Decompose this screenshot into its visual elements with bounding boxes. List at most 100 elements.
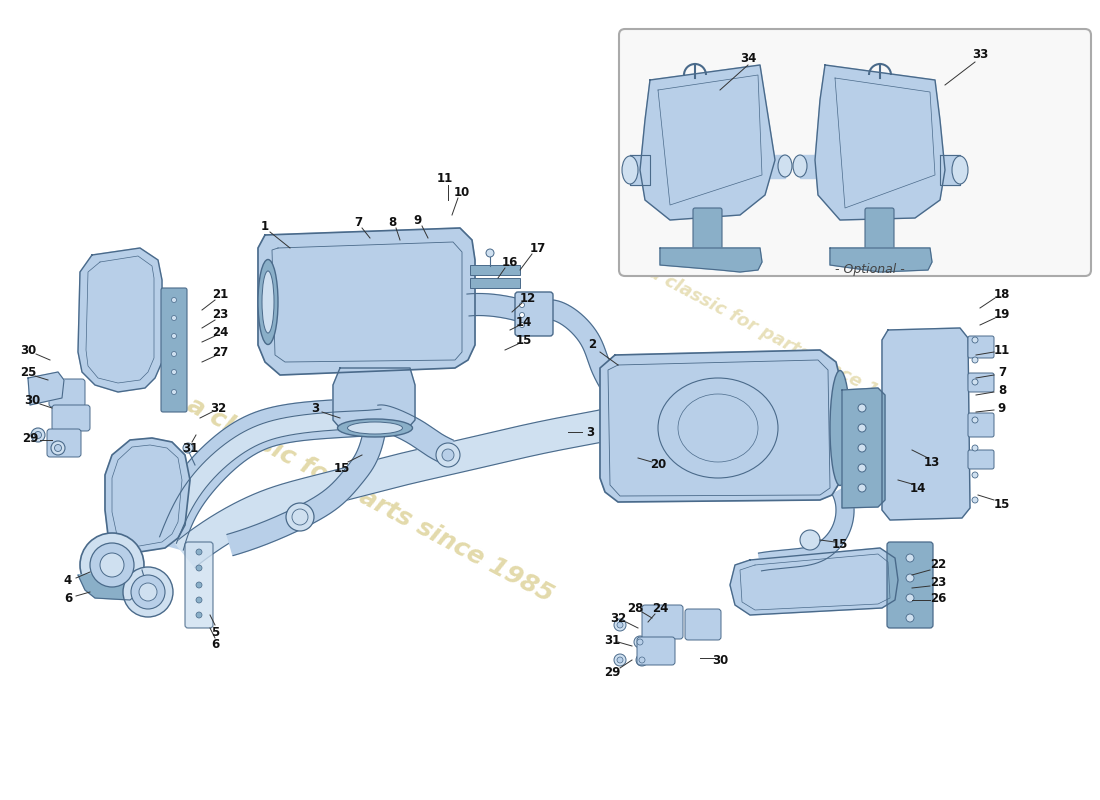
Circle shape (972, 497, 978, 503)
Text: 24: 24 (652, 602, 668, 614)
Ellipse shape (952, 156, 968, 184)
Ellipse shape (258, 259, 278, 345)
Polygon shape (104, 438, 190, 555)
Bar (470, 278, 520, 288)
Text: 4: 4 (64, 574, 73, 586)
Polygon shape (78, 248, 162, 392)
Polygon shape (830, 248, 932, 272)
Text: 32: 32 (609, 611, 626, 625)
Circle shape (442, 449, 454, 461)
Text: 11: 11 (994, 343, 1010, 357)
FancyBboxPatch shape (50, 379, 85, 407)
Circle shape (972, 417, 978, 423)
Circle shape (858, 464, 866, 472)
Text: 7: 7 (354, 215, 362, 229)
Text: 14: 14 (516, 315, 532, 329)
Text: 18: 18 (993, 289, 1010, 302)
Circle shape (858, 444, 866, 452)
Text: 16: 16 (502, 255, 518, 269)
Circle shape (614, 619, 626, 631)
Text: 6: 6 (211, 638, 219, 651)
Polygon shape (466, 294, 528, 322)
Text: 30: 30 (24, 394, 40, 406)
FancyBboxPatch shape (619, 29, 1091, 276)
Text: 15: 15 (333, 462, 350, 474)
Circle shape (906, 554, 914, 562)
Text: 31: 31 (182, 442, 198, 454)
Text: 14: 14 (910, 482, 926, 494)
Circle shape (906, 574, 914, 582)
Ellipse shape (348, 422, 403, 434)
Circle shape (519, 313, 525, 318)
Circle shape (183, 443, 192, 453)
Circle shape (858, 404, 866, 412)
Circle shape (51, 441, 65, 455)
Ellipse shape (338, 419, 412, 437)
Polygon shape (660, 248, 762, 272)
Text: - Optional -: - Optional - (835, 263, 905, 277)
FancyBboxPatch shape (637, 637, 675, 665)
FancyBboxPatch shape (185, 542, 213, 628)
Text: 28: 28 (627, 602, 644, 614)
Text: 27: 27 (212, 346, 228, 358)
Circle shape (196, 549, 202, 555)
Circle shape (172, 315, 176, 321)
Circle shape (617, 622, 623, 628)
Text: 3: 3 (586, 426, 594, 438)
Text: 31: 31 (604, 634, 620, 646)
Polygon shape (764, 155, 785, 178)
Polygon shape (146, 396, 383, 550)
Circle shape (519, 322, 525, 327)
FancyBboxPatch shape (693, 208, 722, 252)
Circle shape (906, 614, 914, 622)
Text: 15: 15 (993, 498, 1010, 511)
Polygon shape (160, 409, 383, 543)
Text: 30: 30 (20, 343, 36, 357)
Polygon shape (730, 548, 898, 615)
Text: 8: 8 (998, 383, 1006, 397)
Text: 7: 7 (998, 366, 1006, 378)
Polygon shape (227, 426, 386, 555)
Polygon shape (815, 65, 945, 220)
Circle shape (80, 533, 144, 597)
Ellipse shape (262, 271, 274, 333)
Circle shape (906, 594, 914, 602)
Text: a classic for parts since 1985: a classic for parts since 1985 (646, 262, 915, 418)
Circle shape (436, 443, 460, 467)
Circle shape (614, 654, 626, 666)
FancyBboxPatch shape (968, 450, 994, 469)
Circle shape (172, 334, 176, 338)
FancyBboxPatch shape (47, 429, 81, 457)
Text: 22: 22 (930, 558, 946, 571)
Circle shape (55, 445, 62, 451)
Circle shape (617, 657, 623, 663)
Text: 24: 24 (212, 326, 228, 338)
Bar (470, 265, 520, 275)
FancyBboxPatch shape (968, 336, 994, 358)
FancyBboxPatch shape (887, 542, 933, 628)
Text: 15: 15 (516, 334, 532, 346)
Text: 8: 8 (388, 215, 396, 229)
Polygon shape (377, 405, 453, 464)
Ellipse shape (830, 370, 850, 486)
Polygon shape (882, 328, 970, 520)
Text: 11: 11 (437, 171, 453, 185)
Circle shape (972, 337, 978, 343)
Polygon shape (28, 372, 64, 405)
Text: a classic for parts since 1985: a classic for parts since 1985 (183, 393, 558, 607)
Circle shape (519, 302, 525, 307)
Polygon shape (940, 155, 960, 185)
Circle shape (172, 298, 176, 302)
Text: 1: 1 (261, 221, 270, 234)
Circle shape (123, 567, 173, 617)
Circle shape (800, 530, 820, 550)
Text: 9: 9 (414, 214, 422, 226)
Text: 32: 32 (210, 402, 227, 414)
Circle shape (972, 379, 978, 385)
Text: 21: 21 (212, 289, 228, 302)
Text: 15: 15 (832, 538, 848, 551)
Polygon shape (547, 300, 627, 403)
FancyBboxPatch shape (968, 413, 994, 437)
Text: 29: 29 (22, 431, 38, 445)
Text: 19: 19 (993, 309, 1010, 322)
